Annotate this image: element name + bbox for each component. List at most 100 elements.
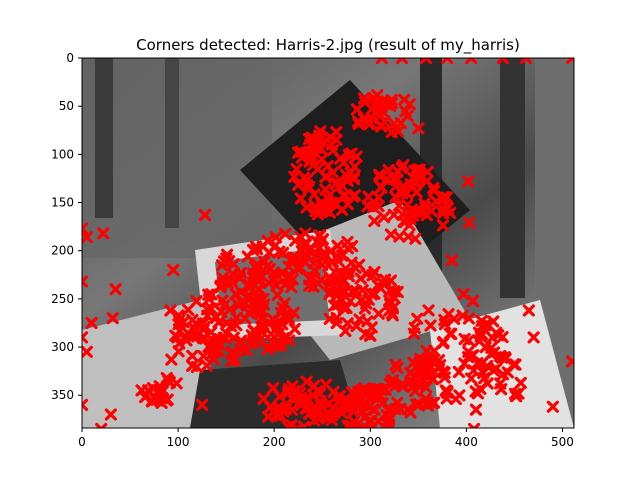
corner-marker xyxy=(441,58,454,65)
corner-marker xyxy=(347,173,361,186)
corner-marker xyxy=(398,215,412,229)
corner-marker xyxy=(418,197,431,210)
corner-marker xyxy=(428,184,441,198)
corner-marker xyxy=(201,309,214,322)
corner-marker xyxy=(496,368,510,381)
corner-marker xyxy=(360,297,373,310)
corner-marker xyxy=(546,400,559,413)
corner-marker xyxy=(272,327,285,341)
x-tick-label: 100 xyxy=(167,435,190,449)
corner-marker xyxy=(424,319,437,332)
corner-marker xyxy=(186,313,199,327)
corner-marker xyxy=(319,183,332,196)
x-tick-label: 0 xyxy=(78,435,86,449)
corner-marker xyxy=(410,398,423,411)
corner-marker xyxy=(334,152,347,165)
corner-marker xyxy=(487,346,501,359)
corner-marker xyxy=(82,345,93,358)
corner-marker xyxy=(276,318,289,331)
corner-marker xyxy=(350,285,363,298)
corner-marker xyxy=(296,250,309,263)
corner-marker xyxy=(365,288,378,301)
corner-marker xyxy=(462,175,475,188)
corner-marker xyxy=(139,390,152,404)
corner-marker xyxy=(323,312,336,325)
corner-marker xyxy=(490,326,503,339)
corner-marker xyxy=(358,398,372,411)
corner-marker xyxy=(314,398,327,411)
corner-marker xyxy=(512,387,525,400)
corner-marker xyxy=(337,189,350,202)
photo-chair-slat-far xyxy=(500,58,525,298)
corner-marker xyxy=(305,131,318,144)
corner-marker xyxy=(426,354,439,367)
corner-marker xyxy=(412,122,425,135)
y-tick-label: 0 xyxy=(66,51,74,65)
corner-marker xyxy=(326,274,339,287)
corner-marker xyxy=(242,278,255,292)
corner-marker xyxy=(300,375,313,388)
corner-marker xyxy=(197,332,210,345)
corner-marker xyxy=(299,147,312,160)
x-tick-label: 200 xyxy=(263,435,286,449)
corner-marker xyxy=(286,380,299,393)
corner-marker xyxy=(495,383,508,396)
corner-marker xyxy=(382,414,395,427)
corner-marker xyxy=(186,349,199,362)
corner-marker xyxy=(197,350,210,363)
corner-marker xyxy=(261,234,274,247)
corner-marker xyxy=(186,359,199,372)
corner-marker xyxy=(473,335,486,348)
corner-marker xyxy=(436,337,450,350)
corner-marker xyxy=(403,98,416,111)
corner-marker xyxy=(436,219,450,232)
corner-marker xyxy=(370,97,383,111)
corner-marker xyxy=(234,343,248,356)
corner-marker xyxy=(281,330,294,344)
corner-marker xyxy=(142,384,155,397)
corner-marker xyxy=(170,377,183,390)
corner-marker xyxy=(430,195,443,208)
corner-marker xyxy=(215,305,228,318)
corner-marker xyxy=(250,240,263,253)
photo-chair-slat-left xyxy=(95,58,113,218)
corner-marker xyxy=(401,109,414,123)
corner-marker xyxy=(255,293,269,306)
corner-marker xyxy=(387,208,401,222)
corner-marker xyxy=(106,312,119,325)
corner-marker xyxy=(220,317,233,330)
corner-marker xyxy=(462,312,476,325)
corner-marker xyxy=(294,230,307,243)
corner-marker xyxy=(260,260,273,273)
corner-marker xyxy=(202,293,216,306)
corner-marker xyxy=(414,367,428,380)
corner-marker xyxy=(368,214,381,228)
corner-marker xyxy=(256,305,269,318)
corner-marker xyxy=(232,298,245,311)
corner-marker xyxy=(396,187,409,200)
corner-marker xyxy=(411,312,424,325)
corner-marker xyxy=(402,230,415,243)
y-tick-label: 250 xyxy=(51,292,74,306)
corner-marker xyxy=(364,329,377,342)
corner-marker xyxy=(353,313,366,326)
corner-marker xyxy=(332,254,345,268)
corner-marker xyxy=(391,362,404,375)
corner-marker xyxy=(341,420,354,428)
corner-marker xyxy=(216,271,229,285)
corner-marker xyxy=(325,138,338,151)
x-tick-label: 500 xyxy=(551,435,574,449)
corner-marker xyxy=(452,365,466,379)
corner-marker xyxy=(348,160,361,173)
corner-marker xyxy=(247,267,260,281)
corner-marker xyxy=(97,227,110,240)
corner-marker xyxy=(445,254,459,267)
corner-marker xyxy=(434,359,447,372)
x-tick-label: 400 xyxy=(455,435,478,449)
corner-marker xyxy=(384,228,398,241)
corner-marker xyxy=(308,264,321,277)
corner-marker xyxy=(267,382,280,395)
corner-marker xyxy=(383,294,396,307)
corner-marker xyxy=(313,386,326,399)
plot-area xyxy=(82,58,574,428)
